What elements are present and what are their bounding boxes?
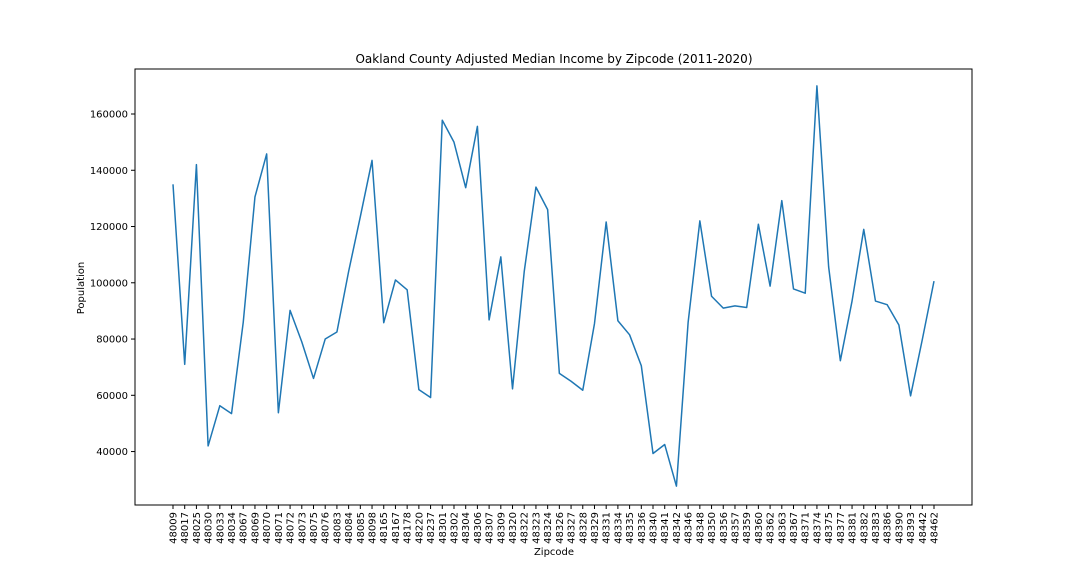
x-tick-label: 48323 bbox=[531, 512, 542, 544]
x-tick-label: 48329 bbox=[590, 512, 601, 544]
x-tick-label: 48033 bbox=[215, 512, 226, 544]
x-tick-label: 48335 bbox=[625, 512, 636, 544]
x-tick-label: 48334 bbox=[613, 512, 624, 544]
x-tick-label: 48327 bbox=[567, 512, 578, 544]
y-tick-label: 100000 bbox=[90, 278, 128, 289]
x-axis-label: Zipcode bbox=[534, 547, 574, 558]
x-tick-label: 48393 bbox=[906, 512, 917, 544]
x-tick-label: 48383 bbox=[871, 512, 882, 544]
x-tick-label: 48326 bbox=[555, 512, 566, 544]
x-tick-label: 48237 bbox=[426, 512, 437, 544]
y-axis-label: Population bbox=[76, 262, 87, 315]
x-tick-label: 48084 bbox=[344, 512, 355, 544]
chart-title: Oakland County Adjusted Median Income by… bbox=[355, 52, 752, 66]
x-tick-label: 48357 bbox=[730, 512, 741, 544]
x-tick-label: 48356 bbox=[719, 512, 730, 544]
y-tick-label: 80000 bbox=[96, 335, 128, 346]
x-tick-label: 48342 bbox=[672, 512, 683, 544]
x-tick-label: 48363 bbox=[777, 512, 788, 544]
y-tick-label: 40000 bbox=[96, 447, 128, 458]
x-tick-label: 48167 bbox=[391, 512, 402, 544]
plot-frame bbox=[134, 68, 973, 506]
x-axis: 48009 48017 48025 48030 48033 48034 48067 48069… bbox=[169, 505, 941, 544]
x-tick-label: 48009 bbox=[169, 512, 180, 544]
x-tick-label: 48073 bbox=[297, 512, 308, 544]
x-tick-label: 48085 bbox=[356, 512, 367, 544]
x-tick-label: 48083 bbox=[332, 512, 343, 544]
x-tick-label: 48371 bbox=[801, 512, 812, 544]
x-tick-label: 48034 bbox=[227, 512, 238, 544]
x-tick-label: 48382 bbox=[859, 512, 870, 544]
x-tick-label: 48367 bbox=[789, 512, 800, 544]
x-tick-label: 48374 bbox=[812, 512, 823, 544]
x-tick-label: 48069 bbox=[250, 512, 261, 544]
income-series-line bbox=[172, 85, 935, 487]
x-tick-label: 48328 bbox=[578, 512, 589, 544]
x-tick-label: 48301 bbox=[438, 512, 449, 544]
x-tick-label: 48346 bbox=[684, 512, 695, 544]
x-tick-label: 48341 bbox=[660, 512, 671, 544]
x-tick-label: 48462 bbox=[930, 512, 941, 544]
x-tick-label: 48306 bbox=[473, 512, 484, 544]
x-tick-label: 48340 bbox=[649, 512, 660, 544]
x-tick-label: 48067 bbox=[239, 512, 250, 544]
x-tick-label: 48350 bbox=[707, 512, 718, 544]
x-tick-label: 48072 bbox=[286, 512, 297, 544]
x-tick-label: 48362 bbox=[766, 512, 777, 544]
x-tick-label: 48360 bbox=[754, 512, 765, 544]
x-tick-label: 48320 bbox=[508, 512, 519, 544]
y-axis: 40000 60000 80000 100000 120000 140000 160000 bbox=[90, 110, 135, 458]
x-tick-label: 48348 bbox=[695, 512, 706, 544]
x-tick-label: 48336 bbox=[637, 512, 648, 544]
x-tick-label: 48331 bbox=[602, 512, 613, 544]
x-tick-label: 48017 bbox=[180, 512, 191, 544]
x-tick-label: 48075 bbox=[309, 512, 320, 544]
x-tick-label: 48220 bbox=[414, 512, 425, 544]
x-tick-label: 48098 bbox=[368, 512, 379, 544]
x-tick-label: 48178 bbox=[403, 512, 414, 544]
y-tick-label: 140000 bbox=[90, 166, 128, 177]
x-tick-label: 48309 bbox=[496, 512, 507, 544]
x-tick-label: 48386 bbox=[883, 512, 894, 544]
x-tick-label: 48381 bbox=[848, 512, 859, 544]
x-tick-label: 48302 bbox=[449, 512, 460, 544]
x-tick-label: 48304 bbox=[461, 512, 472, 544]
y-tick-label: 120000 bbox=[90, 222, 128, 233]
x-tick-label: 48442 bbox=[918, 512, 929, 544]
x-tick-label: 48322 bbox=[520, 512, 531, 544]
x-tick-label: 48307 bbox=[485, 512, 496, 544]
x-tick-label: 48324 bbox=[543, 512, 554, 544]
x-tick-label: 48071 bbox=[274, 512, 285, 544]
x-tick-label: 48076 bbox=[321, 512, 332, 544]
x-tick-label: 48390 bbox=[894, 512, 905, 544]
x-tick-label: 48070 bbox=[262, 512, 273, 544]
x-tick-label: 48030 bbox=[204, 512, 215, 544]
x-tick-label: 48165 bbox=[379, 512, 390, 544]
y-tick-label: 60000 bbox=[96, 391, 128, 402]
x-tick-label: 48375 bbox=[824, 512, 835, 544]
x-tick-label: 48359 bbox=[742, 512, 753, 544]
x-tick-label: 48025 bbox=[192, 512, 203, 544]
x-tick-label: 48377 bbox=[836, 512, 847, 544]
y-tick-label: 160000 bbox=[90, 110, 128, 121]
